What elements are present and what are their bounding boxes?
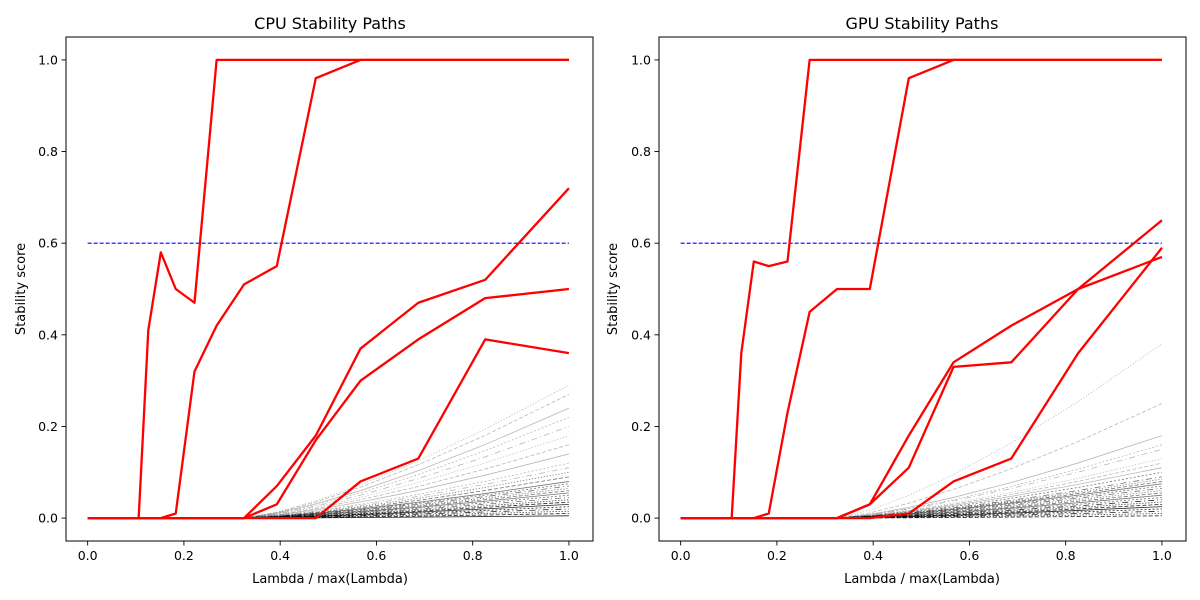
selected-path-selected-2: [680, 58, 1162, 520]
x-tick-label: 0.0: [78, 548, 98, 563]
selected-path-selected-5: [680, 247, 1163, 520]
y-axis-label: Stability score: [14, 243, 29, 335]
y-tick-label: 0.0: [38, 511, 58, 526]
background-path: [680, 490, 1162, 519]
y-tick-label: 0.8: [38, 144, 58, 159]
x-tick-label: 0.4: [270, 548, 290, 563]
x-tick-label: 0.8: [463, 548, 483, 563]
background-path: [87, 444, 570, 519]
x-axis-label: Lambda / max(Lambda): [844, 572, 1000, 587]
selected-path-selected-4: [680, 219, 1163, 520]
background-path: [87, 476, 570, 519]
x-tick-label: 0.4: [863, 548, 883, 563]
chart-title: CPU Stability Paths: [254, 14, 406, 33]
cpu-plot-area: 0.0 0.2 0.4 0.6 0.8 1.0 0.0 0.2 0.4 0.6 0.8 1.0: [38, 52, 579, 563]
y-tick-label: 1.0: [38, 52, 58, 67]
selected-path-selected-5: [87, 338, 570, 520]
selected-path-selected-1: [680, 58, 1162, 520]
selected-path-selected-3: [87, 187, 570, 520]
axes-frame: [658, 36, 1187, 542]
background-path: [87, 513, 569, 519]
gpu-plot-area: 0.0 0.2 0.4 0.6 0.8 1.0 0.0 0.2 0.4 0.6 0.8 1.0: [631, 52, 1172, 563]
background-path: [680, 481, 1162, 519]
background-path: [87, 490, 569, 519]
x-axis-label: Lambda / max(Lambda): [252, 572, 408, 587]
y-tick-label: 0.6: [38, 236, 58, 251]
background-path: [87, 394, 570, 519]
y-tick-label: 1.0: [631, 52, 651, 67]
y-axis-label: Stability score: [606, 243, 621, 335]
x-tick-label: 0.6: [366, 548, 386, 563]
y-tick-label: 0.4: [38, 327, 58, 342]
y-tick-label: 0.2: [38, 419, 58, 434]
background-path: [87, 487, 569, 519]
cpu-chart: CPU Stability Paths 0.0 0.2 0.4 0.6 0.8 1.00.…: [14, 14, 594, 587]
x-tick-label: 0.2: [767, 548, 787, 563]
x-tick-label: 0.0: [671, 548, 691, 563]
x-tick-label: 0.2: [174, 548, 194, 563]
background-path: [680, 492, 1162, 519]
x-tick-label: 0.8: [1056, 548, 1076, 563]
y-tick-label: 0.0: [631, 511, 651, 526]
x-tick-label: 0.6: [959, 548, 979, 563]
background-path: [87, 501, 569, 519]
selected-path-selected-2: [87, 58, 569, 520]
background-path: [680, 478, 1163, 519]
y-tick-label: 0.4: [631, 327, 651, 342]
background-path: [680, 503, 1162, 519]
x-tick-label: 1.0: [559, 548, 579, 563]
axes-frame: [65, 36, 594, 542]
chart-title: GPU Stability Paths: [846, 14, 999, 33]
x-tick-label: 1.0: [1152, 548, 1172, 563]
selected-path-selected-4: [87, 287, 570, 520]
y-tick-label: 0.6: [631, 236, 651, 251]
selected-path-selected-1: [87, 58, 569, 520]
gpu-chart: GPU Stability Paths 0.0 0.2 0.4 0.6 0.8 1.00.…: [606, 14, 1187, 587]
y-tick-label: 0.8: [631, 144, 651, 159]
background-path: [680, 515, 1162, 519]
y-tick-label: 0.2: [631, 419, 651, 434]
